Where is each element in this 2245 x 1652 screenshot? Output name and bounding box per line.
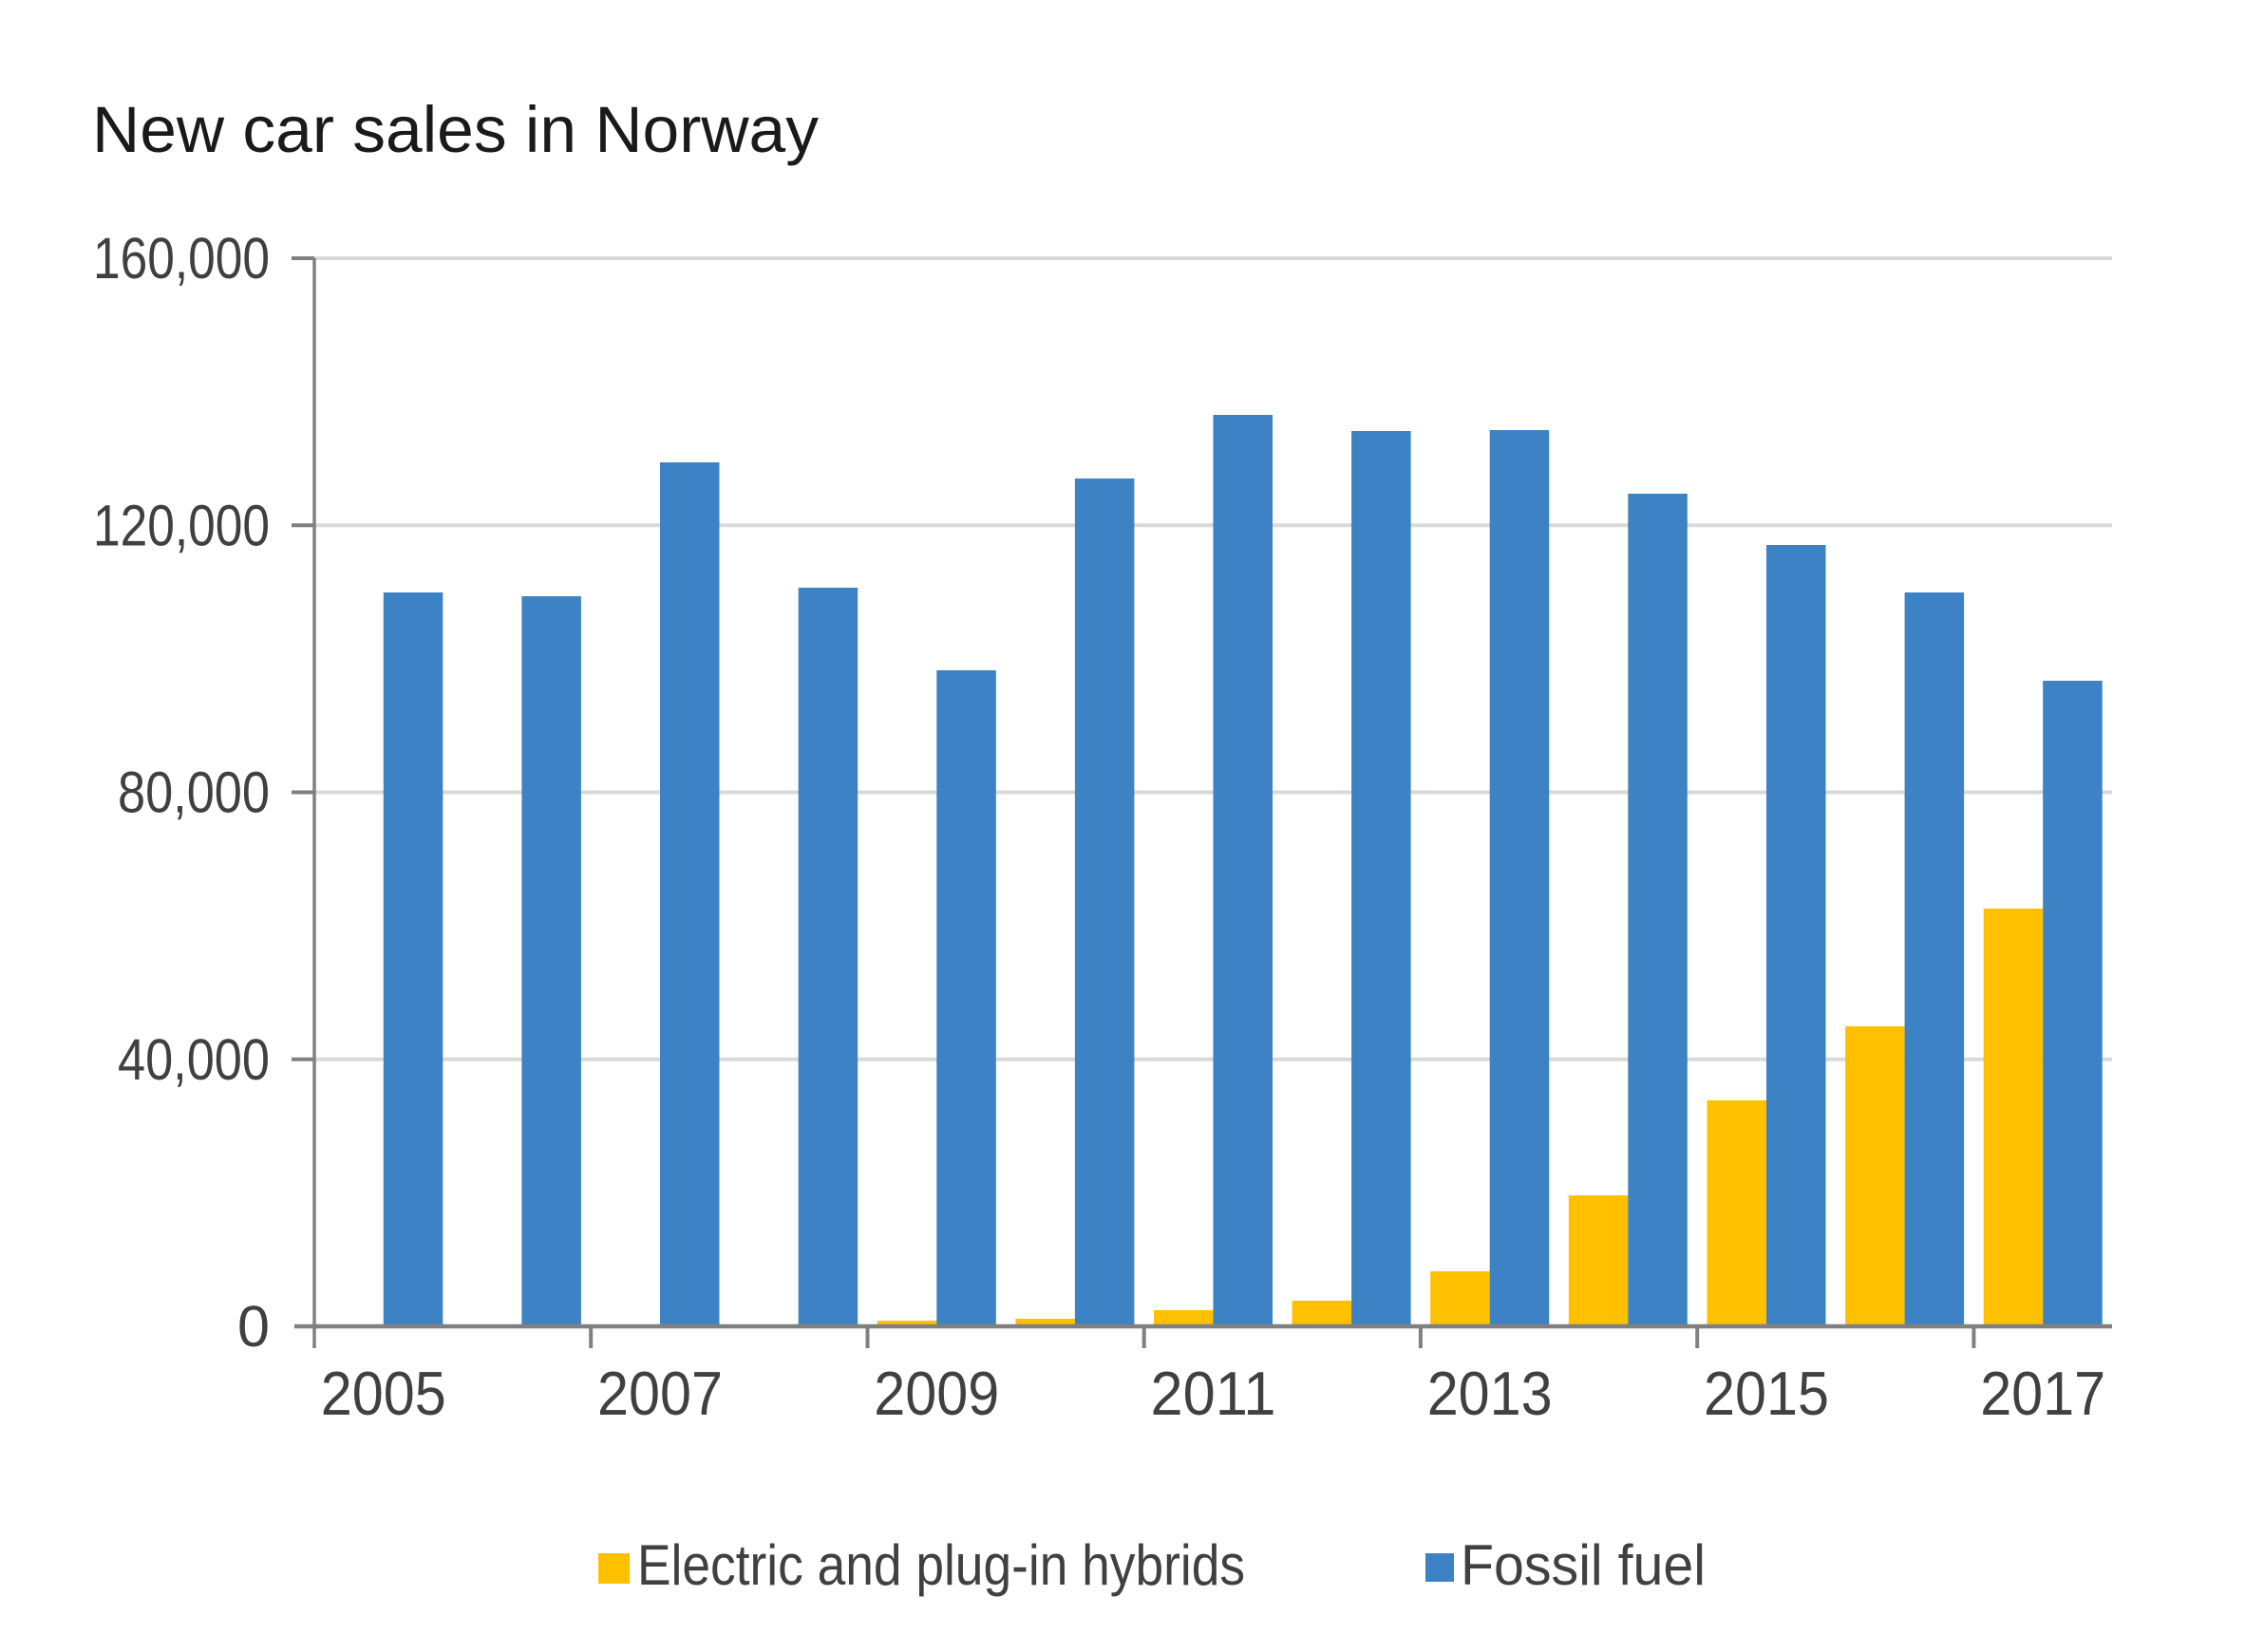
svg-text:0: 0 [237,1294,270,1359]
svg-text:2011: 2011 [1151,1359,1276,1428]
svg-text:2017: 2017 [1980,1359,2105,1428]
svg-text:120,000: 120,000 [93,493,270,557]
svg-text:2007: 2007 [597,1359,723,1428]
svg-text:New car sales in Norway: New car sales in Norway [92,93,819,166]
svg-text:Electric and plug-in hybrids: Electric and plug-in hybrids [637,1533,1245,1597]
svg-text:2013: 2013 [1427,1359,1553,1428]
svg-text:Fossil fuel: Fossil fuel [1461,1533,1706,1597]
svg-text:160,000: 160,000 [93,226,270,291]
svg-text:2005: 2005 [321,1359,446,1428]
svg-text:2015: 2015 [1704,1359,1829,1428]
svg-text:80,000: 80,000 [118,760,270,825]
svg-text:40,000: 40,000 [118,1027,270,1092]
svg-text:2009: 2009 [874,1359,999,1428]
